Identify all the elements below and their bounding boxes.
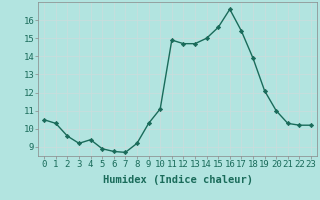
X-axis label: Humidex (Indice chaleur): Humidex (Indice chaleur)	[103, 175, 252, 185]
